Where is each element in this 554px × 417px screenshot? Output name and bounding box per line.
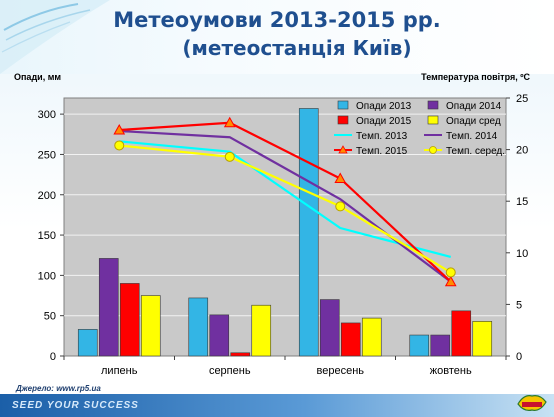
left-axis-label: Опади, мм [14,72,62,82]
bar [451,310,472,357]
legend-swatch [427,115,439,125]
right-tick-label: 0 [516,351,522,363]
bar [361,317,382,357]
line-point-triangle [444,275,457,287]
series-line [119,140,452,258]
dekalb-logo-icon [517,395,547,411]
legend-label: Опади 2013 [356,101,412,112]
source-note: Джерело: www.rp5.ua [16,384,101,393]
line-point-circle [224,151,235,162]
header-band [0,0,554,74]
right-tick-label: 5 [516,299,522,311]
bar [472,321,493,357]
bar [230,352,251,357]
legend-swatch [337,115,349,125]
bar [77,329,98,357]
category-label: вересень [317,365,365,377]
bar [340,322,361,357]
legend-label: Опади 2014 [446,101,502,112]
bar [430,334,451,357]
category-label: серпень [209,365,251,377]
left-tick-label: 50 [44,311,56,323]
legend-label: Темп. 2013 [356,131,408,142]
leaf-logo-icon [0,0,110,74]
bar [209,314,230,357]
legend-label: Опади 2015 [356,116,412,127]
legend-marker-circle [429,146,437,154]
left-tick-label: 100 [38,270,56,282]
legend-label: Темп. серед. [446,146,505,157]
bar [319,299,340,357]
legend-label: Темп. 2014 [446,131,498,142]
legend-marker-triangle [338,145,348,154]
bar [409,334,430,357]
right-tick-label: 15 [516,196,528,208]
bar [140,295,161,357]
line-point-triangle [223,116,236,128]
left-tick-label: 300 [38,109,56,121]
legend-label: Опади сред [446,116,501,127]
bar [98,258,119,357]
bar [251,304,272,357]
page-title: Метеоумови 2013-2015 рр. [113,8,441,32]
series-line [119,144,452,274]
category-label: липень [101,365,138,377]
left-tick-label: 0 [50,351,56,363]
series-line [119,121,452,283]
legend-swatch [337,100,349,110]
bar [119,283,140,357]
left-tick-label: 150 [38,230,56,242]
right-tick-label: 10 [516,248,528,260]
line-point-triangle [334,172,347,183]
line-point-circle [114,140,125,151]
left-tick-label: 200 [38,190,56,202]
line-point-circle [335,201,346,212]
footer-band [0,394,554,417]
line-point-circle [445,267,456,278]
legend-label: Темп. 2015 [356,146,408,157]
bar [298,108,319,357]
page-subtitle: (метеостанція Київ) [182,36,412,60]
right-tick-label: 20 [516,145,528,157]
right-tick-label: 25 [516,93,528,105]
line-point-triangle [113,123,126,135]
bar [188,297,209,357]
category-label: жовтень [430,365,472,377]
slogan-text: SEED YOUR SUCCESS [12,400,139,411]
legend-swatch [427,100,439,110]
left-tick-label: 250 [38,149,56,161]
right-axis-label: Температура повітря, ºС [421,72,530,82]
